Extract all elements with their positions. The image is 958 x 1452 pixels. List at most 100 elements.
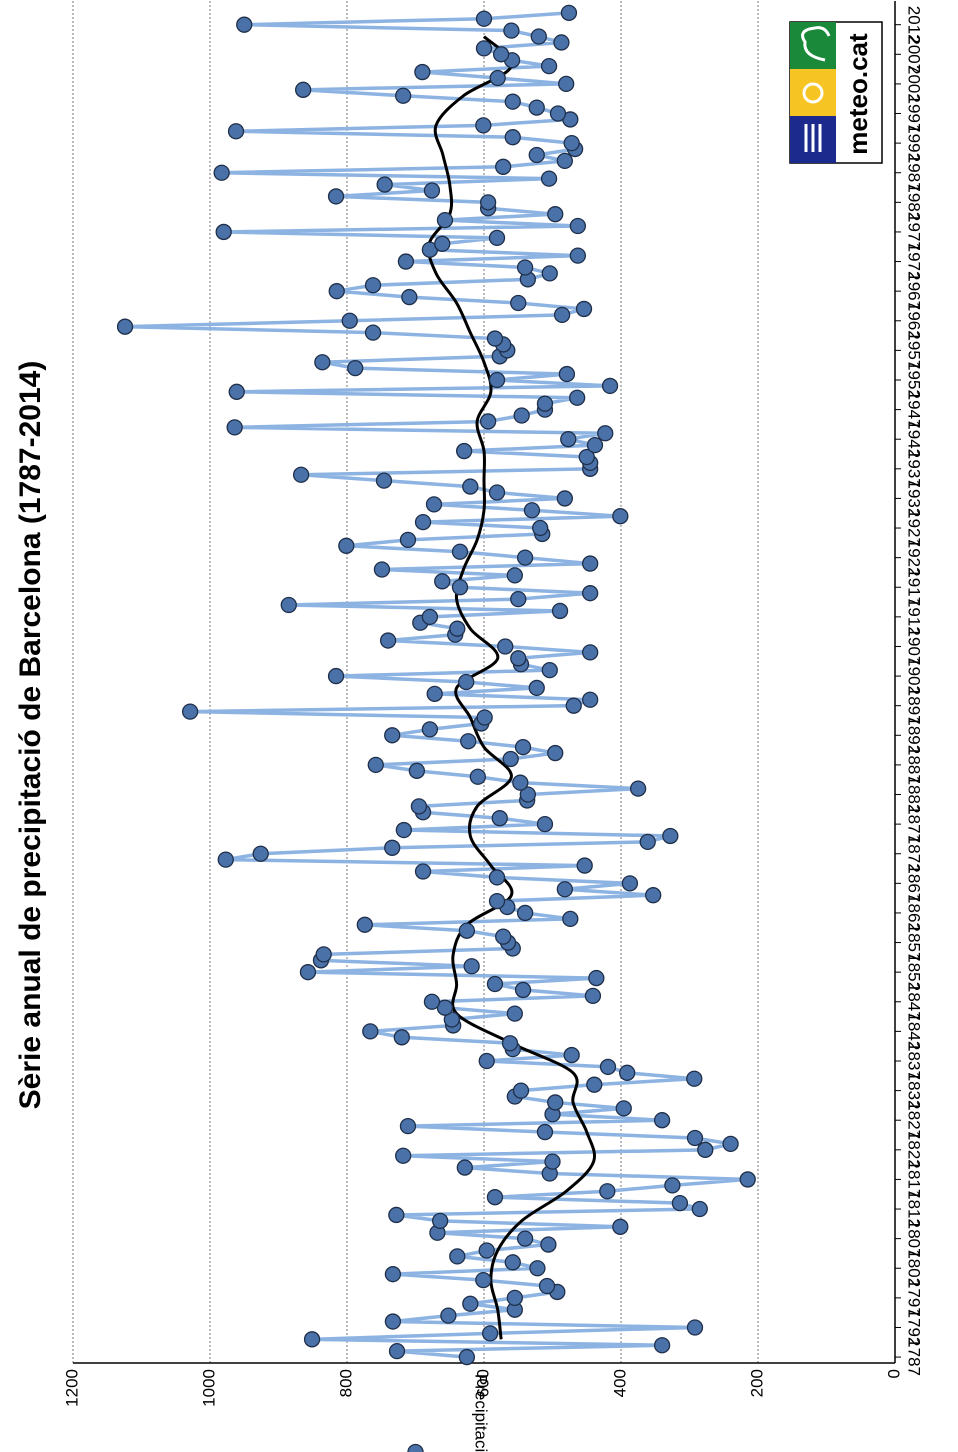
data-point bbox=[597, 425, 614, 442]
data-point bbox=[528, 679, 545, 697]
data-point bbox=[612, 508, 629, 525]
x-tick-label: 1967 bbox=[905, 272, 924, 310]
data-line bbox=[125, 11, 748, 1359]
logo-sun bbox=[802, 82, 824, 104]
data-point bbox=[653, 1337, 671, 1354]
data-point bbox=[226, 419, 243, 436]
data-point bbox=[228, 383, 245, 400]
x-tick-label: 1992 bbox=[905, 124, 924, 162]
data-point bbox=[314, 354, 331, 371]
y-tick-label: 600 bbox=[473, 1369, 492, 1397]
data-point bbox=[410, 798, 428, 815]
data-point bbox=[560, 431, 577, 448]
logo-cloud bbox=[801, 26, 831, 62]
data-point bbox=[514, 981, 532, 999]
data-point bbox=[213, 164, 230, 181]
data-point bbox=[364, 277, 382, 294]
data-point bbox=[615, 1100, 632, 1117]
x-tick-label: 1862 bbox=[905, 894, 924, 932]
data-point bbox=[397, 253, 415, 270]
data-point bbox=[367, 756, 384, 774]
x-tick-label: 1987 bbox=[905, 154, 924, 192]
data-point bbox=[423, 993, 441, 1010]
data-point bbox=[421, 608, 439, 626]
data-point bbox=[475, 117, 492, 134]
data-point bbox=[536, 395, 554, 412]
data-point bbox=[488, 484, 506, 501]
data-point bbox=[504, 129, 521, 146]
x-tick-label: 1857 bbox=[905, 924, 924, 962]
x-tick-label: 1817 bbox=[905, 1161, 924, 1199]
data-point bbox=[414, 863, 432, 880]
data-point bbox=[295, 81, 312, 98]
data-point bbox=[530, 28, 547, 45]
data-point bbox=[460, 733, 477, 750]
data-point bbox=[514, 738, 532, 756]
data-point bbox=[315, 946, 332, 963]
logo-yellow bbox=[790, 69, 836, 116]
data-point bbox=[653, 1112, 671, 1129]
data-point bbox=[560, 4, 578, 21]
data-point bbox=[478, 1242, 495, 1259]
data-point bbox=[116, 318, 134, 335]
data-point bbox=[492, 46, 510, 63]
data-point bbox=[486, 330, 504, 347]
data-point bbox=[489, 69, 506, 87]
data-point bbox=[486, 1189, 504, 1206]
data-point bbox=[469, 768, 486, 785]
data-point bbox=[513, 407, 530, 424]
x-tick-label: 1917 bbox=[905, 568, 924, 606]
y-tick-label: 200 bbox=[747, 1369, 766, 1397]
x-tick-label: 1832 bbox=[905, 1072, 924, 1110]
data-point bbox=[586, 436, 604, 454]
data-point bbox=[629, 780, 647, 797]
data-point bbox=[575, 300, 593, 318]
data-point bbox=[536, 815, 554, 833]
data-point bbox=[538, 1277, 556, 1295]
data-point bbox=[488, 869, 506, 886]
data-point bbox=[486, 975, 504, 993]
data-point bbox=[528, 99, 545, 116]
data-point bbox=[510, 650, 527, 667]
data-point bbox=[547, 206, 564, 223]
data-point bbox=[236, 16, 253, 33]
data-point bbox=[621, 875, 639, 892]
data-point bbox=[578, 448, 595, 466]
data-point bbox=[395, 87, 412, 104]
y-tick-label: 800 bbox=[336, 1369, 355, 1397]
data-point bbox=[506, 1005, 523, 1022]
data-point bbox=[475, 40, 493, 57]
data-point bbox=[556, 881, 573, 898]
data-point bbox=[540, 57, 558, 75]
data-point bbox=[482, 1325, 499, 1342]
x-tick-label: 1822 bbox=[905, 1131, 924, 1169]
data-point bbox=[562, 910, 579, 928]
data-point bbox=[739, 1171, 756, 1188]
data-point bbox=[510, 294, 527, 312]
x-tick-label: 1907 bbox=[905, 628, 924, 666]
data-point bbox=[423, 182, 441, 199]
data-point bbox=[456, 1159, 473, 1176]
x-tick-label: 1787 bbox=[905, 1338, 924, 1376]
y-axis-label: Precipitació (mm) bbox=[472, 1374, 491, 1452]
data-point bbox=[569, 217, 586, 235]
x-tick-label: 2007 bbox=[905, 35, 924, 73]
data-point bbox=[362, 1023, 379, 1040]
data-point bbox=[516, 1230, 534, 1247]
data-point bbox=[436, 211, 454, 229]
data-point bbox=[475, 10, 493, 27]
data-point bbox=[401, 288, 418, 306]
data-point bbox=[547, 1094, 564, 1111]
data-point bbox=[582, 555, 599, 572]
data-point bbox=[341, 312, 358, 329]
data-point bbox=[599, 1183, 616, 1200]
x-tick-label: 1927 bbox=[905, 509, 924, 547]
data-point bbox=[327, 667, 345, 685]
data-point bbox=[488, 371, 506, 389]
data-point bbox=[556, 490, 573, 507]
data-point bbox=[384, 1266, 402, 1283]
data-point bbox=[414, 513, 432, 531]
data-point bbox=[227, 123, 245, 140]
data-point bbox=[488, 892, 506, 910]
data-point bbox=[495, 928, 512, 945]
